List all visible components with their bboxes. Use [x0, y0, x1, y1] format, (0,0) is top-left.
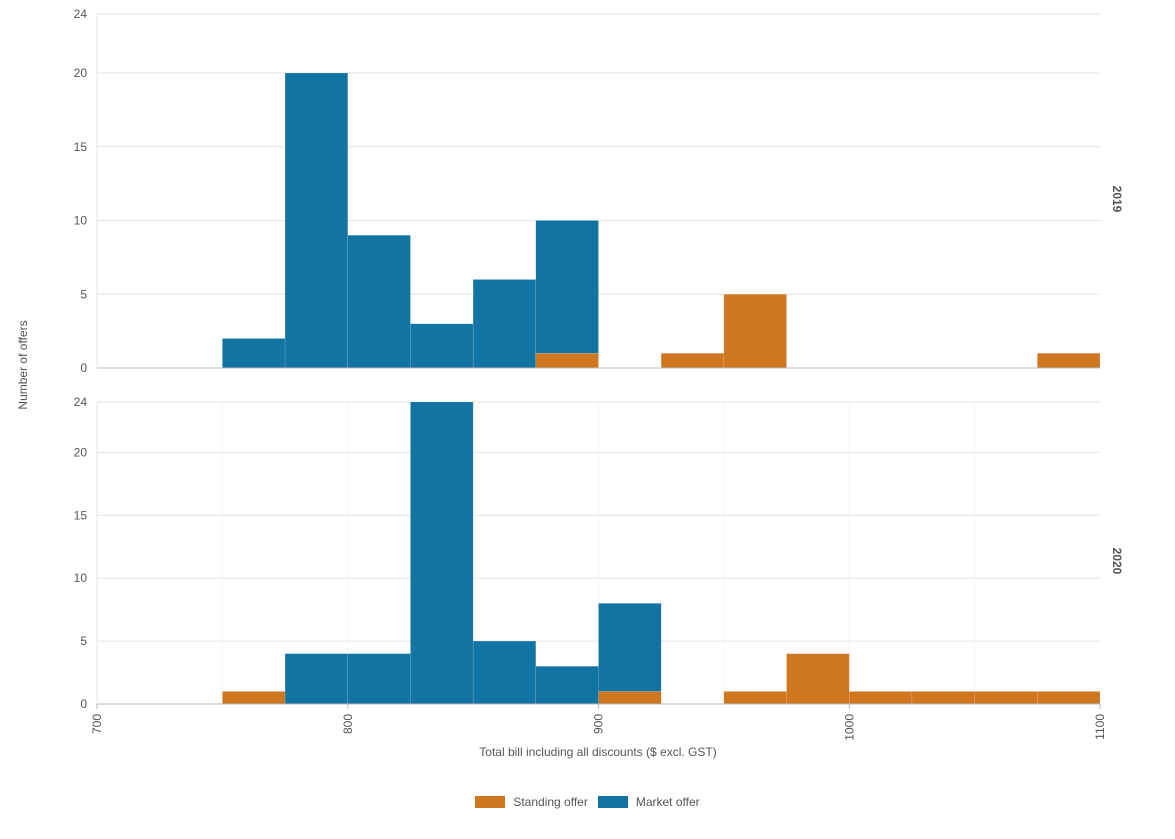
bar-standing-offer — [849, 691, 913, 705]
bar-standing-offer — [786, 653, 850, 705]
legend-item-market-offer[interactable]: Market offer — [597, 795, 700, 809]
legend-label-market-offer: Market offer — [635, 795, 700, 809]
x-tick-label: 800 — [341, 714, 355, 734]
facet-label: 2019 — [1110, 186, 1124, 213]
bar-market-offer — [410, 323, 474, 369]
y-tick-label: 5 — [80, 634, 87, 648]
bar-market-offer — [535, 666, 599, 705]
bar-market-offer — [347, 653, 411, 705]
bar-market-offer — [347, 235, 411, 369]
x-tick-label: 1100 — [1093, 714, 1107, 740]
y-axis-title: Number of offers — [16, 320, 30, 409]
legend-swatch-standing-offer — [475, 796, 506, 808]
facet-label: 2020 — [1110, 548, 1124, 575]
facet-2019: 0 5 10 15 20 24 2019 — [74, 7, 1124, 375]
bar-standing-offer — [723, 294, 787, 369]
y-tick-label: 24 — [74, 7, 88, 21]
bar-market-offer — [410, 401, 474, 705]
bar-market-offer — [472, 640, 537, 705]
bar-standing-offer — [598, 691, 662, 705]
facet-2020: 0 5 10 15 20 24 2020 — [74, 395, 1124, 711]
x-tick-label: 700 — [90, 714, 104, 734]
bar-standing-offer — [1037, 691, 1101, 705]
bar-market-offer — [284, 653, 348, 705]
y-tick-label: 20 — [74, 66, 88, 80]
bar-standing-offer — [1037, 353, 1101, 369]
bar-market-offer — [472, 279, 537, 369]
x-tick-label: 1000 — [842, 714, 856, 741]
bar-market-offer — [535, 220, 599, 354]
chart-facets: 0 5 10 15 20 24 2019 0 5 10 15 20 24 2020 700 800 900 100… — [74, 7, 1124, 741]
bar-standing-offer — [535, 353, 599, 369]
y-tick-label: 0 — [80, 361, 87, 375]
legend-item-standing-offer[interactable]: Standing offer — [475, 795, 588, 809]
y-tick-label: 5 — [80, 287, 87, 301]
bar-standing-offer — [911, 691, 975, 705]
legend-swatch-market-offer — [597, 796, 628, 808]
bar-standing-offer — [974, 691, 1038, 705]
y-tick-label: 0 — [80, 697, 87, 711]
bar-standing-offer — [222, 691, 286, 705]
bar-market-offer — [284, 72, 348, 369]
bar-standing-offer — [660, 353, 725, 369]
bar-market-offer — [598, 603, 662, 692]
y-tick-label: 10 — [74, 571, 88, 585]
bar-standing-offer — [723, 691, 787, 705]
y-tick-label: 10 — [74, 214, 88, 228]
chart-legend: Standing offer Market offer — [0, 795, 1175, 809]
y-tick-label: 15 — [74, 140, 88, 154]
x-axis-title: Total bill including all discounts ($ ex… — [479, 745, 716, 759]
legend-label-standing-offer: Standing offer — [513, 795, 588, 809]
x-tick-label: 900 — [592, 714, 606, 734]
y-tick-label: 15 — [74, 508, 88, 522]
bar-market-offer — [222, 338, 286, 369]
y-tick-label: 24 — [74, 395, 88, 409]
y-tick-label: 20 — [74, 445, 88, 459]
